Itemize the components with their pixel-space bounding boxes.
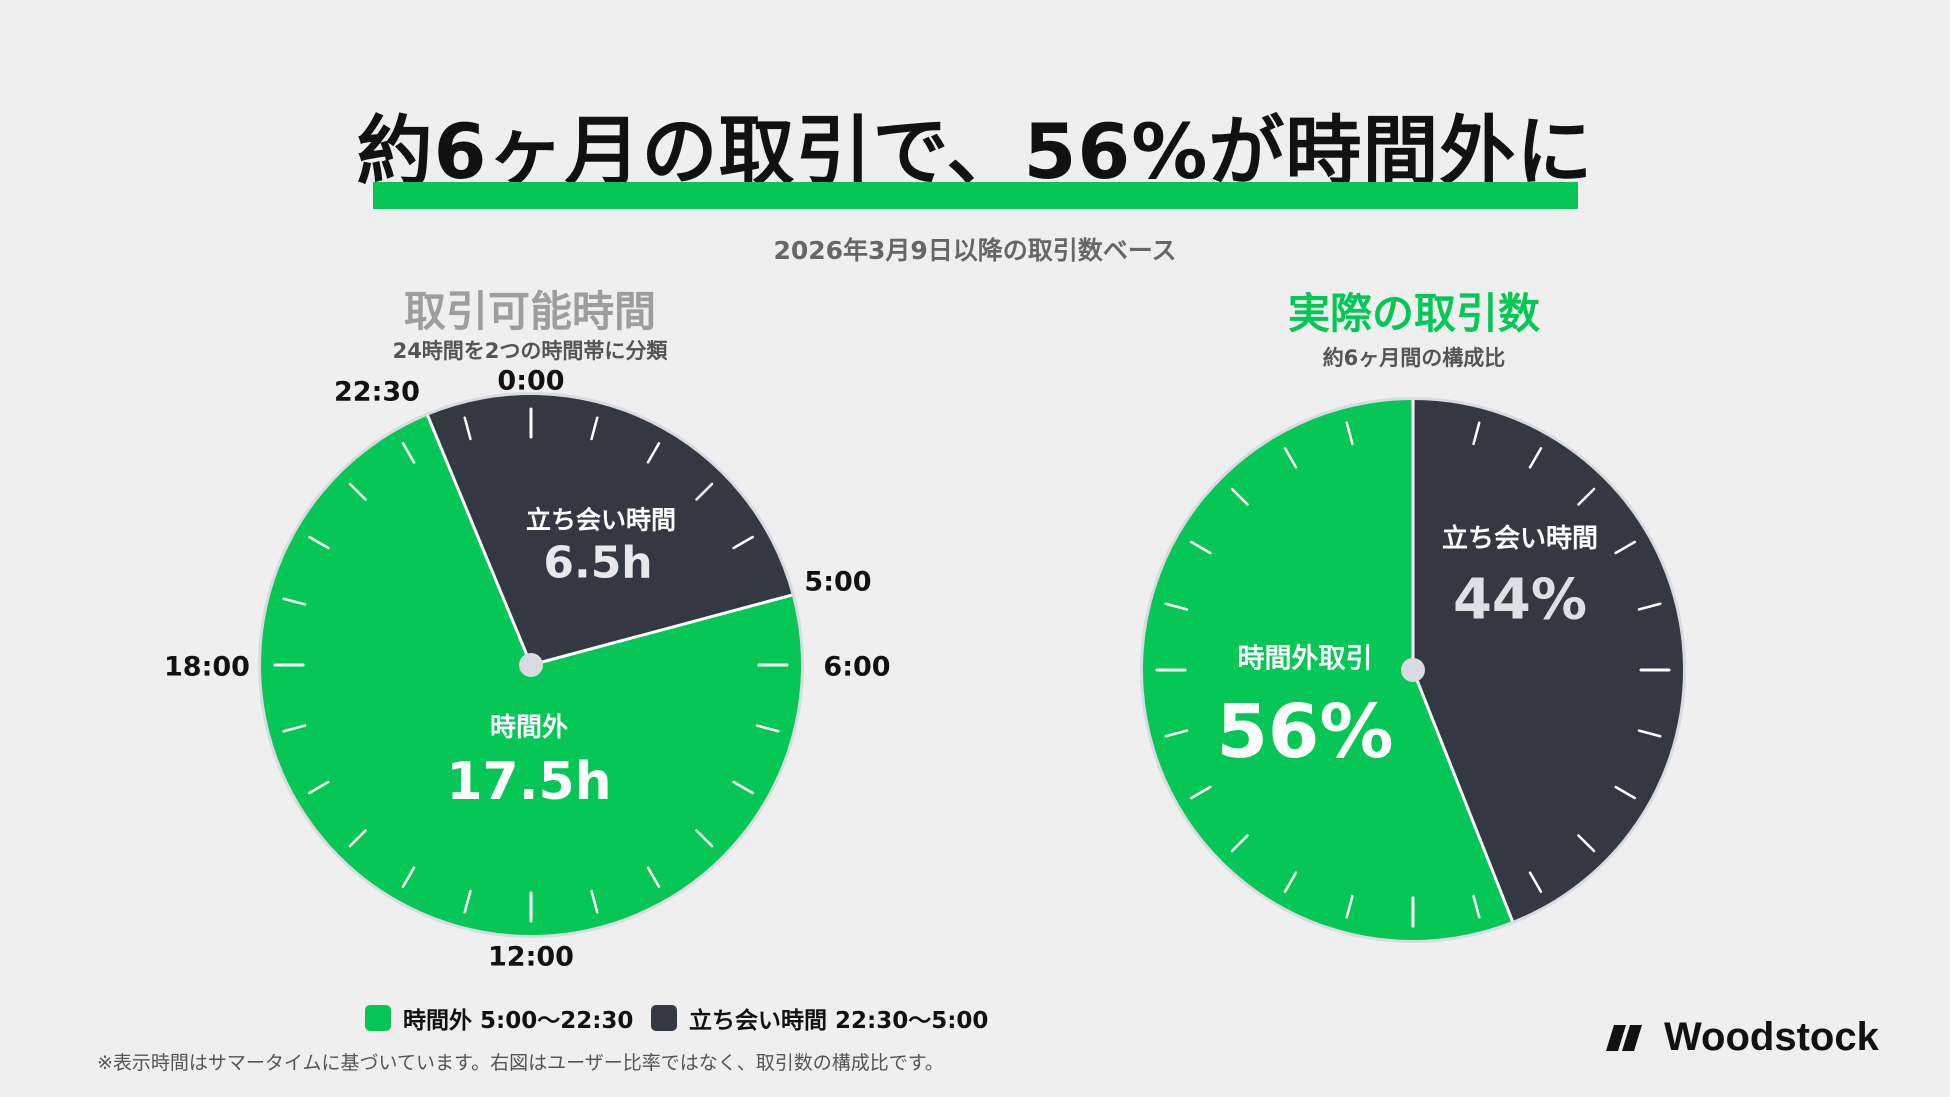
clock-tick [1472, 894, 1481, 919]
slice-out-of-hours-trades [1143, 400, 1513, 940]
page-subtitle: 2026年3月9日以降の取引数ベース [773, 236, 1177, 265]
clock-tick [348, 829, 367, 848]
clock-tick [1190, 540, 1212, 555]
brand-logo: Woodstock [1606, 1015, 1879, 1060]
clock-tick [646, 866, 661, 888]
legend-swatch-dark [651, 1005, 677, 1031]
center-dot [519, 653, 543, 677]
footnote: ※表示時間はサマータイムに基づいています。右図はユーザー比率ではなく、取引数の構… [97, 1052, 944, 1074]
clock-tick [1230, 834, 1249, 853]
clock-tick [1164, 602, 1189, 611]
data-label-out-name: 時間外取引 [1238, 644, 1373, 675]
clock-tick [1190, 785, 1212, 800]
clock-tick [695, 482, 714, 501]
clock-label: 6:00 [823, 652, 890, 683]
clock-tick [646, 442, 661, 464]
clock-tick [1637, 602, 1662, 611]
clock-tick [695, 829, 714, 848]
clock-tick [401, 442, 416, 464]
clock-tick [1283, 871, 1298, 893]
clock-tick [732, 780, 754, 795]
clock-tick [1472, 421, 1481, 446]
slice-divider [530, 593, 793, 667]
clock-tick [463, 889, 472, 914]
logo-text: Woodstock [1664, 1015, 1879, 1059]
clock-label: 5:00 [804, 567, 871, 598]
slice-divider [426, 414, 533, 666]
clock-tick [1164, 729, 1189, 738]
clock-tick [348, 482, 367, 501]
clock-tick [1614, 785, 1636, 800]
woodstock-logo-icon [1606, 1024, 1642, 1051]
right-chart-title: 実際の取引数 [1287, 289, 1540, 338]
data-label-session-value: 6.5h [543, 538, 652, 589]
clock-tick [732, 535, 754, 550]
clock-tick [1528, 447, 1543, 469]
left-chart-title: 取引可能時間 [403, 287, 656, 336]
legend-label: 時間外 5:00〜22:30 [403, 1008, 634, 1034]
clock-label: 12:00 [488, 942, 574, 973]
right-chart-subtitle: 約6ヶ月間の構成比 [1322, 346, 1506, 370]
legend-swatch-green [365, 1005, 391, 1031]
clock-tick [282, 724, 307, 733]
left-chart-subtitle: 24時間を2つの時間帯に分類 [392, 339, 668, 363]
data-label-out-value: 56% [1216, 689, 1393, 775]
data-label-session-value: 44% [1453, 568, 1587, 633]
clock-label: 18:00 [164, 652, 250, 683]
data-label-out-name: 時間外 [490, 713, 568, 743]
data-label-session-name: 立ち会い時間 [526, 506, 676, 535]
slice-session-hours [427, 394, 792, 665]
data-label-session-name: 立ち会い時間 [1442, 523, 1598, 554]
clock-tick [1614, 540, 1636, 555]
clock-tick [308, 535, 330, 550]
clock-tick [1345, 894, 1354, 919]
clock-tick [1637, 729, 1662, 738]
clock-tick [401, 866, 416, 888]
clock-label: 0:00 [497, 366, 564, 397]
clock-tick [1230, 487, 1249, 506]
clock-tick [1345, 421, 1354, 446]
page-title: 約6ヶ月の取引で、56%が時間外に [356, 107, 1594, 196]
slice-session-trades [1413, 400, 1683, 922]
clock-tick [1528, 871, 1543, 893]
clock-tick [1283, 447, 1298, 469]
legend-label: 立ち会い時間 22:30〜5:00 [689, 1008, 989, 1034]
center-dot [1401, 658, 1425, 682]
clock-tick [1577, 487, 1596, 506]
clock-tick [282, 597, 307, 606]
clock-tick [590, 416, 599, 441]
data-label-out-value: 17.5h [446, 752, 611, 812]
slice-divider [1411, 669, 1514, 922]
legend-item-session-hours: 立ち会い時間 22:30〜5:00 [651, 1002, 988, 1034]
clock-tick [1577, 834, 1596, 853]
clock-tick [590, 889, 599, 914]
legend-item-out-of-hours: 時間外 5:00〜22:30 [365, 1002, 633, 1034]
title-underline [373, 182, 1578, 209]
clock-tick [463, 416, 472, 441]
clock-label: 22:30 [334, 377, 420, 408]
clock-tick [755, 724, 780, 733]
clock-tick [308, 780, 330, 795]
